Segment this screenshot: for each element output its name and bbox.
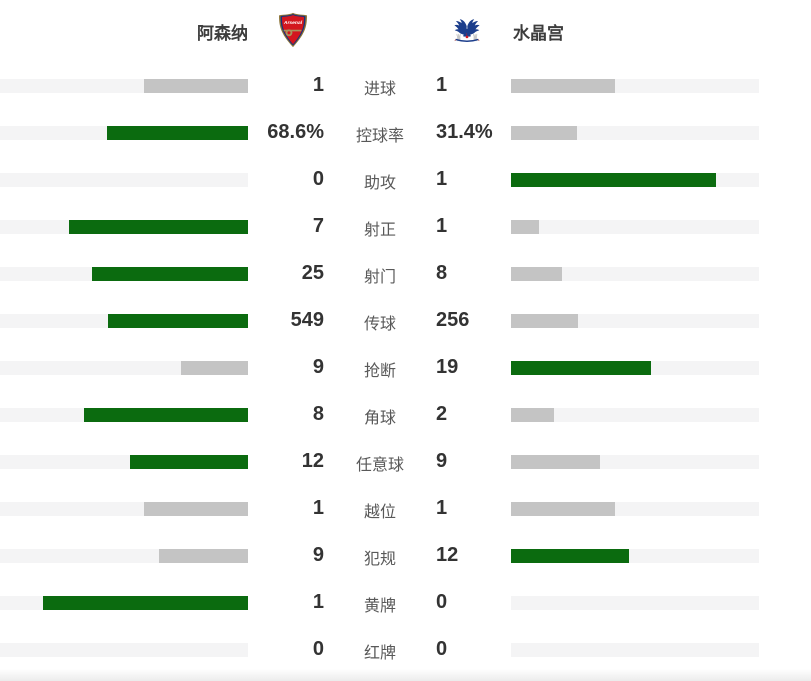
- svg-text:Arsenal: Arsenal: [283, 20, 303, 26]
